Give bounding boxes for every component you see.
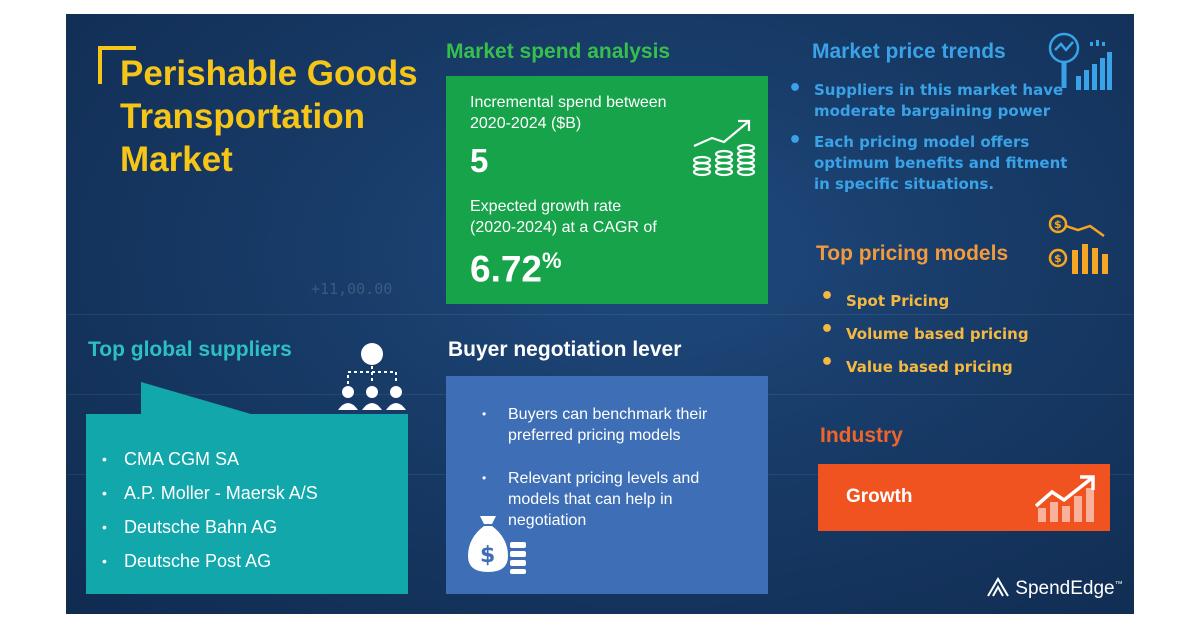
logo-text: SpendEdge bbox=[1015, 578, 1115, 599]
infographic-panel: +11,00.00 Perishable Goods Transportatio… bbox=[66, 14, 1134, 614]
spend-box: Incremental spend between 2020-2024 ($B)… bbox=[446, 76, 768, 304]
growth-chart-icon bbox=[1034, 475, 1095, 522]
negotiation-list: Buyers can benchmark their preferred pri… bbox=[478, 404, 760, 553]
list-item-line: optimum benefits and fitment bbox=[814, 154, 1068, 172]
trends-heading: Market price trends bbox=[812, 40, 1006, 63]
title-line: Market bbox=[120, 140, 233, 179]
list-item-line: in specific situations. bbox=[814, 175, 995, 193]
globe-network-people-icon bbox=[338, 343, 406, 410]
logo-trademark: ™ bbox=[1114, 579, 1123, 589]
money-bag-icon: $ bbox=[468, 516, 526, 574]
list-item-line: Suppliers in this market have bbox=[814, 81, 1064, 99]
title-line: Perishable Goods bbox=[120, 54, 418, 93]
pricing-list: Spot Pricing Volume based pricing Value … bbox=[820, 286, 1029, 389]
incremental-label-line: Incremental spend between bbox=[470, 94, 667, 111]
background-gridline bbox=[66, 314, 1134, 315]
coin-stacks-growth-icon bbox=[692, 119, 756, 177]
dollar-bars-trend-icon: $ $ bbox=[1048, 214, 1108, 274]
list-item: Relevant pricing levels and models that … bbox=[478, 468, 760, 531]
spendedge-logo: SpendEdge™ bbox=[986, 576, 1123, 600]
growth-label-line: (2020-2024) at a CAGR of bbox=[470, 219, 657, 236]
list-item-line: Relevant pricing levels and bbox=[508, 470, 700, 487]
list-item: Suppliers in this market have moderate b… bbox=[788, 78, 1088, 122]
suppliers-list: CMA CGM SA A.P. Moller - Maersk A/S Deut… bbox=[102, 442, 318, 578]
list-item-line: negotiation bbox=[508, 512, 587, 529]
list-item-line: preferred pricing models bbox=[508, 427, 681, 444]
industry-box: Growth bbox=[818, 464, 1110, 531]
list-item: Buyers can benchmark their preferred pri… bbox=[478, 404, 760, 446]
list-item: Deutsche Post AG bbox=[102, 544, 318, 578]
incremental-label-line: 2020-2024 ($B) bbox=[470, 115, 582, 132]
growth-rate-value: 6.72% bbox=[470, 248, 562, 290]
growth-label-line: Expected growth rate bbox=[470, 198, 622, 215]
list-item: Spot Pricing bbox=[820, 286, 1029, 312]
suppliers-heading: Top global suppliers bbox=[88, 338, 292, 361]
pricing-heading: Top pricing models bbox=[816, 242, 1009, 265]
page-title: Perishable Goods Transportation Market bbox=[120, 52, 418, 181]
trends-list: Suppliers in this market have moderate b… bbox=[788, 78, 1088, 205]
svg-text:$: $ bbox=[480, 543, 495, 568]
list-item-line: models that can help in bbox=[508, 491, 673, 508]
title-line: Transportation bbox=[120, 97, 366, 136]
negotiation-heading: Buyer negotiation lever bbox=[448, 338, 682, 361]
svg-text:$: $ bbox=[1054, 252, 1062, 265]
list-item: Volume based pricing bbox=[820, 319, 1029, 345]
list-item-line: moderate bargaining power bbox=[814, 102, 1051, 120]
title-corner-bracket bbox=[98, 46, 136, 84]
background-number: +11,00.00 bbox=[311, 280, 393, 298]
industry-heading: Industry bbox=[820, 424, 903, 447]
spend-heading: Market spend analysis bbox=[446, 40, 671, 63]
list-item-line: Buyers can benchmark their bbox=[508, 406, 708, 423]
growth-rate-label: Expected growth rate (2020-2024) at a CA… bbox=[470, 196, 657, 238]
list-item-line: Each pricing model offers bbox=[814, 133, 1030, 151]
incremental-value: 5 bbox=[470, 142, 489, 179]
list-item: CMA CGM SA bbox=[102, 442, 318, 476]
svg-text:$: $ bbox=[1054, 218, 1062, 231]
growth-rate-unit: % bbox=[542, 248, 562, 273]
list-item: Value based pricing bbox=[820, 352, 1029, 378]
industry-value: Growth bbox=[846, 486, 913, 507]
growth-rate-number: 6.72 bbox=[470, 248, 543, 290]
incremental-label: Incremental spend between 2020-2024 ($B) bbox=[470, 92, 667, 134]
callout-tail bbox=[141, 382, 251, 414]
spendedge-logo-icon bbox=[987, 577, 1009, 597]
list-item: A.P. Moller - Maersk A/S bbox=[102, 476, 318, 510]
list-item: Each pricing model offers optimum benefi… bbox=[788, 130, 1088, 195]
list-item: Deutsche Bahn AG bbox=[102, 510, 318, 544]
